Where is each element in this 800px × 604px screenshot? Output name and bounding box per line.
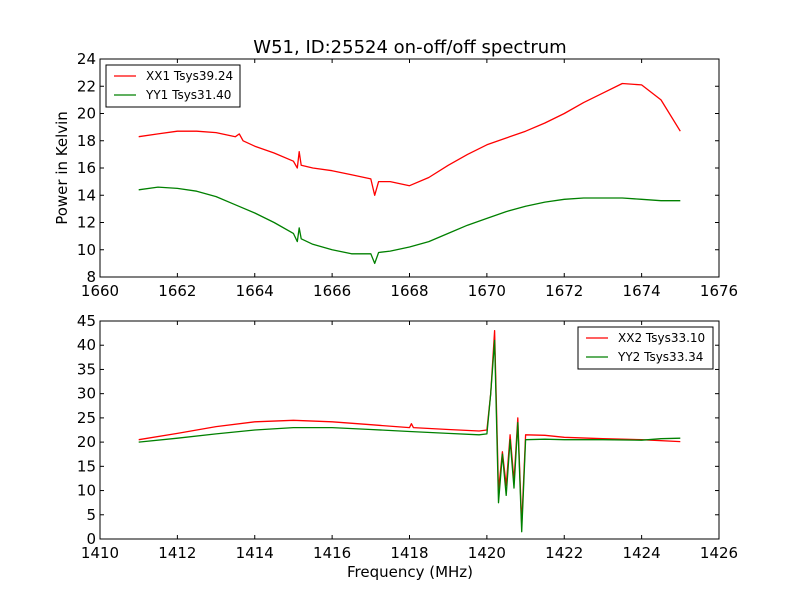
y-tick-label: 16 xyxy=(77,159,96,177)
y-tick-label: 14 xyxy=(77,186,96,204)
y-tick-label: 8 xyxy=(86,268,96,286)
x-tick-label: 1416 xyxy=(313,544,351,562)
legend-box xyxy=(577,326,714,370)
y-tick-label: 40 xyxy=(77,336,96,354)
y-tick-label: 10 xyxy=(77,241,96,259)
y-tick-label: 0 xyxy=(86,530,96,548)
y-tick-label: 22 xyxy=(77,77,96,95)
legend: XX1 Tsys39.24 YY1 Tsys31.40 xyxy=(105,64,241,108)
x-tick-label: 1662 xyxy=(158,282,196,300)
x-tick-label: 1412 xyxy=(158,544,196,562)
y-tick-label: 20 xyxy=(77,105,96,123)
top-spectrum-plot: 1660 1662 1664 1666 1668 1670 1672 1674 1676 8 10 1… xyxy=(77,50,738,300)
y-axis-label: Power in Kelvin xyxy=(53,111,71,225)
x-tick-label: 1672 xyxy=(545,282,583,300)
legend-box xyxy=(105,64,241,108)
x-axis-label: Frequency (MHz) xyxy=(347,563,473,581)
x-tick-label: 1424 xyxy=(623,544,661,562)
x-tick-label: 1664 xyxy=(236,282,274,300)
x-tick-label: 1660 xyxy=(81,282,119,300)
legend: XX2 Tsys33.10 YY2 Tsys33.34 xyxy=(577,326,714,370)
y-tick-label: 35 xyxy=(77,360,96,378)
y-tick-label: 12 xyxy=(77,214,96,232)
y-tick-label: 25 xyxy=(77,409,96,427)
x-tick-label: 1426 xyxy=(700,544,738,562)
series-line-1 xyxy=(138,82,681,196)
x-tick-label: 1410 xyxy=(81,544,119,562)
legend-entry-label: XX1 Tsys39.24 xyxy=(146,69,233,83)
series-line-2 xyxy=(138,339,681,533)
y-tick-label: 30 xyxy=(77,385,96,403)
y-tick-label: 20 xyxy=(77,433,96,451)
legend-entry-label: YY1 Tsys31.40 xyxy=(145,88,231,102)
x-tick-label: 1674 xyxy=(623,282,661,300)
legend-entry-label: YY2 Tsys33.34 xyxy=(617,350,703,364)
x-tick-label: 1420 xyxy=(468,544,506,562)
x-tick-label: 1668 xyxy=(390,282,428,300)
y-tick-label: 45 xyxy=(77,312,96,330)
chart-title: W51, ID:25524 on-off/off spectrum xyxy=(253,37,566,58)
series-line-2 xyxy=(138,186,681,265)
y-tick-label: 10 xyxy=(77,482,96,500)
x-tick-label: 1670 xyxy=(468,282,506,300)
x-tick-label: 1422 xyxy=(545,544,583,562)
x-tick-label: 1414 xyxy=(236,544,274,562)
y-tick-label: 5 xyxy=(86,506,96,524)
y-tick-label: 18 xyxy=(77,132,96,150)
x-tick-label: 1418 xyxy=(390,544,428,562)
y-tick-label: 15 xyxy=(77,457,96,475)
y-tick-label: 24 xyxy=(77,50,96,68)
x-tick-label: 1666 xyxy=(313,282,351,300)
legend-entry-label: XX2 Tsys33.10 xyxy=(618,331,705,345)
bottom-spectrum-plot: 1410 1412 1414 1416 1418 1420 1422 1424 1426 0 5 10… xyxy=(77,312,738,562)
x-tick-label: 1676 xyxy=(700,282,738,300)
